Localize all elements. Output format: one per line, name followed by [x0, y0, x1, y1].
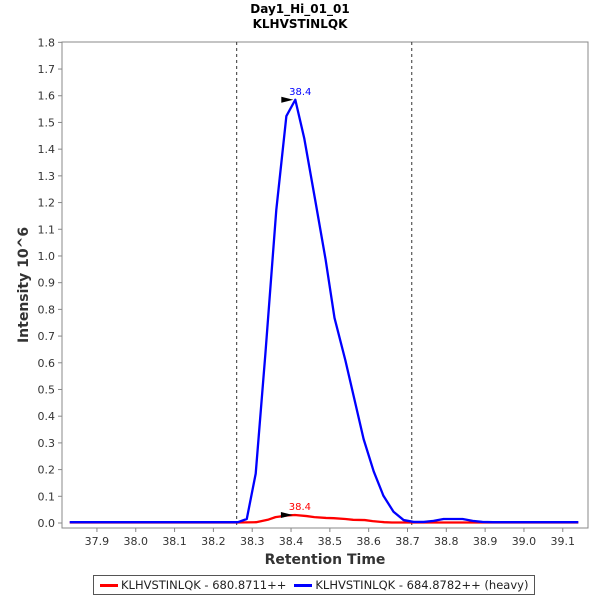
- x-tick-label: 38.1: [162, 535, 187, 548]
- y-tick-label: 1.1: [38, 223, 56, 236]
- series-line-1: [69, 98, 579, 524]
- chart-subtitle: KLHVSTINLQK: [252, 17, 348, 31]
- y-tick-label: 0.2: [38, 464, 56, 477]
- peak-label: 38.4: [289, 87, 311, 98]
- x-tick-label: 37.9: [85, 535, 110, 548]
- x-tick-label: 38.5: [318, 535, 343, 548]
- legend-item: KLHVSTINLQK - 680.8711++: [100, 578, 286, 592]
- x-tick-label: 38.9: [473, 535, 498, 548]
- y-tick-label: 1.8: [38, 36, 56, 49]
- y-tick-label: 1.3: [38, 170, 56, 183]
- y-tick-label: 0.5: [38, 383, 56, 396]
- x-tick-label: 38.8: [434, 535, 459, 548]
- peak-label: 38.4: [289, 502, 311, 513]
- y-tick-label: 1.6: [38, 90, 56, 103]
- peak-marker-arrow-icon: [280, 511, 293, 518]
- x-tick-label: 38.0: [124, 535, 149, 548]
- x-axis-label: Retention Time: [265, 552, 386, 568]
- y-tick-label: 1.2: [38, 197, 56, 210]
- y-axis-label: Intensity 10^6: [16, 227, 32, 343]
- y-tick-label: 0.9: [38, 277, 56, 290]
- x-tick-label: 39.0: [512, 535, 537, 548]
- x-tick-label: 38.2: [201, 535, 226, 548]
- legend-swatch: [100, 584, 118, 587]
- legend-item: KLHVSTINLQK - 684.8782++ (heavy): [294, 578, 528, 592]
- x-tick-label: 38.4: [279, 535, 304, 548]
- y-tick-label: 0.0: [38, 517, 56, 530]
- legend-label: KLHVSTINLQK - 684.8782++ (heavy): [315, 578, 529, 592]
- y-tick-label: 1.4: [38, 143, 56, 156]
- y-tick-label: 0.8: [38, 303, 56, 316]
- y-tick-label: 1.7: [38, 63, 56, 76]
- y-tick-label: 1.5: [38, 116, 56, 129]
- chart-title: Day1_Hi_01_01: [250, 2, 350, 16]
- plot-area: 37.9 38.0 38.1 38.2 38.3 38.4 38.5 38.6 38.7 38.8…: [16, 36, 589, 568]
- y-tick-label: 1.0: [38, 250, 56, 263]
- series-line-0: [69, 513, 579, 524]
- legend-label: KLHVSTINLQK - 680.8711++: [121, 578, 287, 592]
- y-tick-label: 0.1: [38, 490, 56, 503]
- legend: KLHVSTINLQK - 680.8711++ KLHVSTINLQK - 68…: [93, 575, 536, 595]
- y-tick-label: 0.7: [38, 330, 56, 343]
- x-tick-label: 38.3: [240, 535, 265, 548]
- x-tick-label: 38.6: [356, 535, 381, 548]
- y-tick-label: 0.3: [38, 437, 56, 450]
- peak-marker-arrow-icon: [281, 96, 294, 103]
- x-tick-label: 38.7: [395, 535, 420, 548]
- y-tick-label: 0.6: [38, 357, 56, 370]
- legend-swatch: [294, 584, 313, 587]
- y-tick-label: 0.4: [38, 410, 56, 423]
- plot-frame: [61, 41, 589, 529]
- x-tick-label: 39.1: [551, 535, 576, 548]
